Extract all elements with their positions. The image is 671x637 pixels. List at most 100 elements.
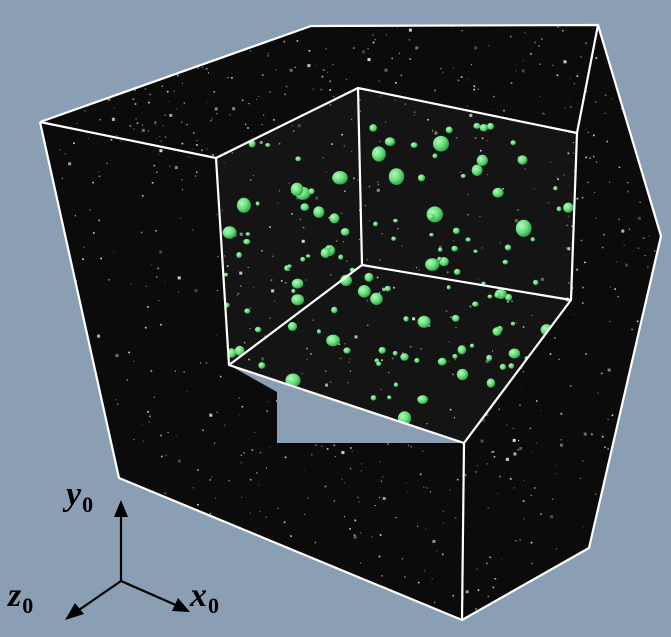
speckle (73, 142, 75, 144)
speckle (141, 128, 145, 132)
speckle (432, 539, 436, 543)
speckle (562, 30, 564, 32)
speckle (158, 300, 160, 302)
speckle (165, 454, 167, 457)
speckle (353, 535, 357, 539)
speckle (585, 156, 587, 159)
speckle (214, 107, 218, 111)
particle (376, 361, 382, 366)
speckle (261, 74, 264, 76)
speckle (405, 482, 407, 484)
speckle (352, 47, 355, 49)
speckle (183, 102, 185, 104)
speckle (209, 479, 212, 481)
speckle (576, 197, 579, 200)
speckle (269, 226, 271, 228)
speckle (240, 461, 243, 464)
z-axis-label: z0 (7, 577, 33, 618)
speckle (606, 140, 608, 143)
speckle (209, 413, 213, 417)
speckle (626, 190, 629, 193)
particle (236, 252, 242, 258)
speckle (211, 117, 213, 120)
speckle (539, 96, 541, 98)
speckle (415, 46, 419, 50)
speckle (284, 456, 287, 459)
particle (332, 171, 348, 185)
speckle (144, 326, 147, 329)
speckle (197, 67, 199, 69)
speckle (216, 214, 218, 216)
speckle (169, 165, 171, 167)
speckle (534, 487, 536, 489)
speckle (201, 149, 203, 152)
speckle (93, 232, 95, 234)
speckle (455, 137, 458, 139)
particle (391, 236, 397, 241)
speckle (74, 215, 76, 217)
particle (457, 345, 467, 355)
speckle (194, 289, 198, 293)
speckle (228, 479, 230, 482)
speckle (213, 91, 216, 93)
speckle (439, 245, 442, 249)
speckle (238, 414, 240, 416)
speckle (442, 71, 444, 74)
speckle (350, 468, 352, 470)
speckle (595, 101, 597, 103)
speckle (338, 343, 341, 345)
speckle (307, 497, 309, 499)
speckle (582, 526, 584, 528)
speckle (572, 142, 574, 144)
particle (427, 213, 435, 220)
speckle (486, 463, 488, 465)
speckle (510, 82, 513, 84)
particle (465, 237, 471, 242)
particle (432, 153, 438, 159)
speckle (167, 431, 169, 433)
particle (426, 206, 443, 223)
speckle (243, 341, 246, 344)
speckle (206, 101, 208, 103)
speckle (556, 548, 558, 550)
particle (437, 357, 447, 366)
speckle (379, 534, 382, 536)
speckle (292, 61, 294, 63)
speckle (344, 343, 346, 345)
cutout-edge-left (39, 86, 579, 445)
particle (472, 301, 479, 307)
speckle (448, 360, 450, 362)
speckle (359, 98, 361, 101)
speckle (573, 82, 576, 85)
speckle (278, 190, 281, 192)
speckle (98, 171, 100, 173)
speckle (229, 114, 231, 116)
speckle (381, 233, 383, 235)
particle (287, 264, 292, 269)
speckle (385, 34, 388, 36)
speckle (647, 266, 649, 268)
speckle (517, 448, 520, 451)
speckle (486, 140, 488, 142)
speckle (333, 444, 336, 447)
speckle (360, 463, 363, 465)
speckle (617, 295, 619, 298)
speckle (416, 267, 418, 269)
speckle (267, 55, 269, 57)
speckle (294, 66, 296, 68)
speckle (217, 255, 219, 258)
speckle (162, 125, 164, 127)
particle (291, 294, 305, 306)
speckle (539, 63, 541, 65)
speckle (440, 68, 442, 70)
particle (290, 182, 304, 196)
speckle (409, 345, 412, 348)
speckle (431, 130, 433, 132)
speckle (332, 64, 334, 66)
speckle (454, 359, 456, 361)
particle (433, 135, 449, 152)
speckle (107, 97, 111, 101)
speckle (306, 347, 308, 350)
particle (417, 315, 431, 328)
speckle (417, 525, 419, 527)
